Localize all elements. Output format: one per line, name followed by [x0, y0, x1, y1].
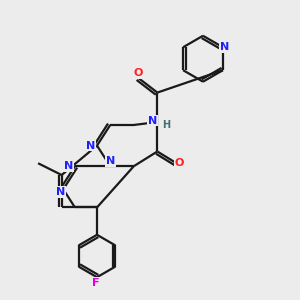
Text: N: N	[106, 156, 115, 166]
Text: N: N	[56, 187, 65, 197]
Text: N: N	[220, 42, 229, 52]
Text: O: O	[175, 158, 184, 168]
Text: H: H	[162, 120, 170, 130]
Text: F: F	[92, 278, 99, 287]
Text: O: O	[134, 68, 143, 78]
Text: N: N	[86, 141, 95, 151]
Text: N: N	[64, 161, 73, 171]
Text: N: N	[148, 116, 157, 126]
